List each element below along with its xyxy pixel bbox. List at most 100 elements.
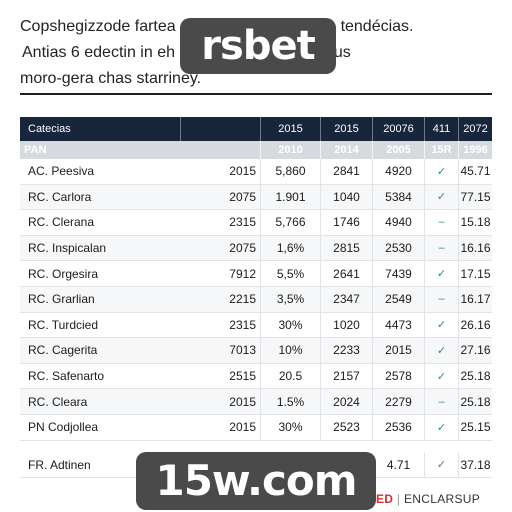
row-year: 7912 [229,266,256,281]
row-year: 2075 [229,189,256,204]
row-v5: 25.15 [458,414,492,440]
table-row: RC. Inspicalan 2075 1,6% 2815 2530 – 16.… [20,235,492,262]
row-v1: 5,766 [260,210,320,235]
header-col-3: 20076 [372,117,424,141]
row-v4: ✓ [424,312,458,338]
watermark-top: rsbet [180,18,336,74]
subheader-col-4: 15R [424,141,458,159]
table-row: RC. Clerana 2315 5,766 1746 4940 – 15.18 [20,210,492,236]
row-year: 2015 [229,420,256,435]
row-name: RC. Turdcied [28,317,99,332]
row-v4: ✓ [424,159,458,184]
row-name: RC. Clerana [28,215,95,230]
row-year: 2075 [229,241,256,256]
row-name: RC. Carlora [28,189,92,204]
intro-text: Copshegizzode fartea tendécias. Antias 6… [20,14,490,92]
row-v4: – [424,235,458,261]
data-table: Catecias 2015 2015 20076 411 2072 PAN 20… [20,117,492,479]
table-row: PN Codjollea 2015 30% 2523 2536 ✓ 25.15 [20,414,492,441]
row-year: 2315 [229,215,256,230]
row-year: 2315 [229,317,256,332]
row-v3: 4920 [372,159,424,184]
row-year: 2215 [229,292,256,307]
header-col-1: 2015 [260,117,320,141]
table-row: RC. Cleara 2015 1.5% 2024 2279 – 25.18 [20,389,492,415]
row-v5: 15.18 [458,210,492,235]
intro-line-2-text: Antias 6 edectin in eh [22,44,175,61]
table-row: RC. Safenarto 2515 20.5 2157 2578 ✓ 25.1… [20,363,492,390]
row-v3: 4473 [372,312,424,338]
footer-brand: ED | ENCLARSUP [376,492,480,506]
row-v3: 2549 [372,286,424,312]
row-name: RC. Cleara [28,394,88,409]
table-row: RC. Grarlian 2215 3,5% 2347 2549 – 16.17 [20,286,492,313]
row-v3: 5384 [372,184,424,210]
row-year: 7013 [229,343,256,358]
subheader-col-1: 2010 [260,141,320,159]
row-year: 2515 [229,369,256,384]
total-v5: 37.18 [458,452,492,478]
row-v3: 2536 [372,414,424,440]
row-name: RC. Inspicalan [28,241,107,256]
total-v4: ✓ [424,452,458,478]
row-v2: 2157 [320,363,372,389]
row-v4: ✓ [424,184,458,210]
row-v5: 45.71 [458,159,492,184]
divider-rule [20,93,492,95]
row-v3: 2530 [372,235,424,261]
row-v2: 2523 [320,414,372,440]
total-name: FR. Adtinen [28,457,91,472]
footer-brand-text: ENCLARSUP [403,492,481,506]
footer-brand-divider: | [396,492,401,506]
row-v2: 2641 [320,261,372,286]
row-name: RC. Grarlian [28,292,95,307]
row-v5: 16.17 [458,286,492,312]
row-name: RC. Cagerita [28,343,98,358]
subheader-col-2: 2014 [320,141,372,159]
row-v5: 26.16 [458,312,492,338]
intro-line-2-tail: us [333,44,351,61]
table-row: RC. Cagerita 7013 10% 2233 2015 ✓ 27.16 [20,338,492,364]
table-gap [20,441,492,453]
row-v2: 2841 [320,159,372,184]
row-year: 2015 [229,164,256,179]
row-v3: 2279 [372,389,424,414]
row-v4: ✓ [424,363,458,389]
row-name: RC. Safenarto [28,369,105,384]
row-v2: 2815 [320,235,372,261]
row-v1: 5,5% [260,261,320,286]
row-v1: 1.901 [260,184,320,210]
row-v1: 3,5% [260,286,320,312]
header-year [180,117,260,141]
row-v4: ✓ [424,414,458,440]
row-v2: 2347 [320,286,372,312]
row-v3: 7439 [372,261,424,286]
subheader-col-5: 1996 [458,141,492,159]
table-row: RC. Carlora 2075 1.901 1040 5384 ✓ 77.15 [20,184,492,211]
row-year: 2015 [229,394,256,409]
row-v2: 1746 [320,210,372,235]
header-col-5: 2072 [458,117,492,141]
intro-line-1-text: Copshegizzode fartea [20,18,176,35]
intro-line-3: moro-gera chas starriney. [20,70,202,87]
intro-line-1-tail: tendécias. [340,18,414,35]
row-v5: 17.15 [458,261,492,286]
row-v3: 2015 [372,338,424,363]
row-v4: – [424,286,458,312]
row-v4: ✓ [424,261,458,286]
row-v4: – [424,210,458,235]
row-v1: 10% [260,338,320,363]
row-v5: 27.16 [458,338,492,363]
row-name: PN Codjollea [28,420,99,435]
table-header-row: Catecias 2015 2015 20076 411 2072 [20,117,492,141]
row-v5: 25.18 [458,389,492,414]
subheader-name: PAN [24,144,47,156]
row-v1: 1,6% [260,235,320,261]
header-col-2: 2015 [320,117,372,141]
footer-brand-accent: ED [376,492,394,506]
header-name: Catecias [28,123,71,135]
subheader-col-3: 2005 [372,141,424,159]
row-v4: ✓ [424,338,458,363]
row-name: AC. Peesiva [28,164,95,179]
row-v4: – [424,389,458,414]
